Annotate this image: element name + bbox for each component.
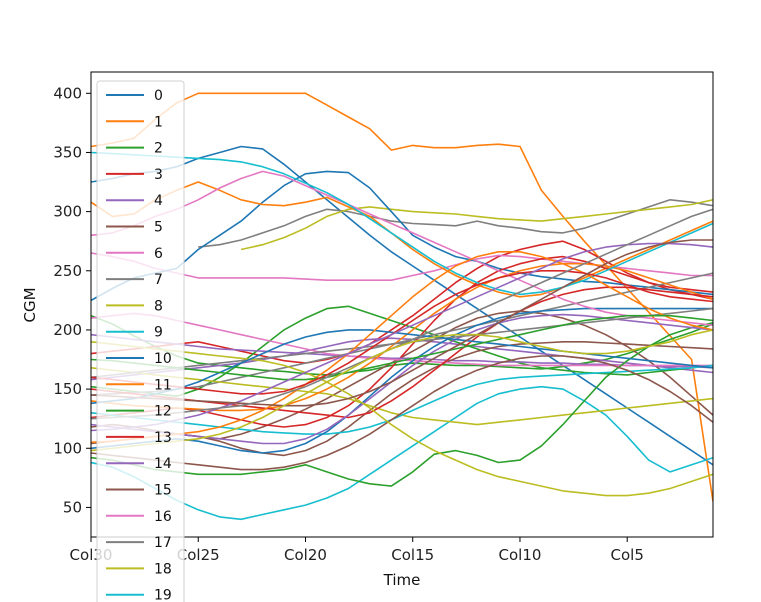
series-line-3: [91, 240, 713, 364]
x-tick-label: Col25: [177, 546, 220, 564]
legend-label: 19: [154, 588, 172, 602]
series-line-26: [91, 170, 713, 326]
series-line-35: [91, 239, 713, 407]
series-line-31: [91, 251, 713, 444]
series-line-30: [91, 329, 713, 405]
series-line-28: [91, 341, 713, 497]
legend-label: 0: [154, 88, 163, 104]
y-tick-label: 400: [53, 84, 82, 102]
series-line-34: [91, 242, 713, 432]
legend-label: 17: [154, 535, 172, 551]
x-tick-label: Col10: [499, 546, 542, 564]
legend-label: 10: [154, 351, 172, 367]
y-tick-label: 200: [53, 321, 82, 339]
y-tick-label: 150: [53, 380, 82, 398]
series-line-9: [91, 385, 713, 521]
series-line-25: [91, 355, 713, 471]
legend-label: 13: [154, 430, 172, 446]
y-tick-label: 100: [53, 439, 82, 457]
x-axis-label: Time: [383, 571, 421, 589]
y-tick-label: 50: [63, 498, 82, 516]
legend-label: 5: [154, 220, 163, 236]
legend-label: 14: [154, 456, 172, 472]
series-line-10: [91, 170, 713, 302]
series-line-19: [91, 364, 713, 435]
x-tick-label: Col5: [611, 546, 644, 564]
legend-label: 1: [154, 114, 163, 130]
series-line-32: [91, 314, 713, 381]
legend-label: 6: [154, 246, 163, 262]
series-line-33: [91, 270, 713, 395]
series-line-27: [91, 307, 713, 379]
legend-label: 11: [154, 377, 172, 393]
series-line-2: [91, 314, 713, 376]
series-line-0: [91, 145, 713, 466]
legend-label: 12: [154, 404, 172, 420]
y-axis-label: CGM: [21, 287, 39, 322]
series-line-17: [91, 272, 713, 396]
legend-label: 4: [154, 193, 163, 209]
legend-box: [96, 80, 185, 602]
x-tick-label: Col15: [391, 546, 434, 564]
legend-label: 18: [154, 561, 172, 577]
y-tick-label: 300: [53, 203, 82, 221]
series-line-8: [240, 199, 713, 251]
series-layer: [91, 92, 713, 521]
series-line-37: [91, 329, 713, 452]
y-tick-label: 250: [53, 262, 82, 280]
y-tick-label: 350: [53, 143, 82, 161]
y-axis: 50 100 150 200 250 300 350 400: [53, 84, 91, 516]
legend-label: 8: [154, 298, 163, 314]
series-line-20: [91, 307, 713, 454]
legend-label: 7: [154, 272, 163, 288]
plot-frame: [90, 71, 714, 538]
legend-label: 15: [154, 483, 172, 499]
series-line-36: [91, 208, 713, 420]
series-line-21: [91, 262, 713, 412]
legend-label: 16: [154, 509, 172, 525]
series-line-29: [91, 151, 713, 296]
legend-label: 9: [154, 325, 163, 341]
legend-label: 3: [154, 167, 163, 183]
series-line-22: [91, 322, 713, 487]
series-line-7: [198, 199, 713, 248]
x-tick-label: Col20: [284, 546, 327, 564]
legend-label: 2: [154, 141, 163, 157]
